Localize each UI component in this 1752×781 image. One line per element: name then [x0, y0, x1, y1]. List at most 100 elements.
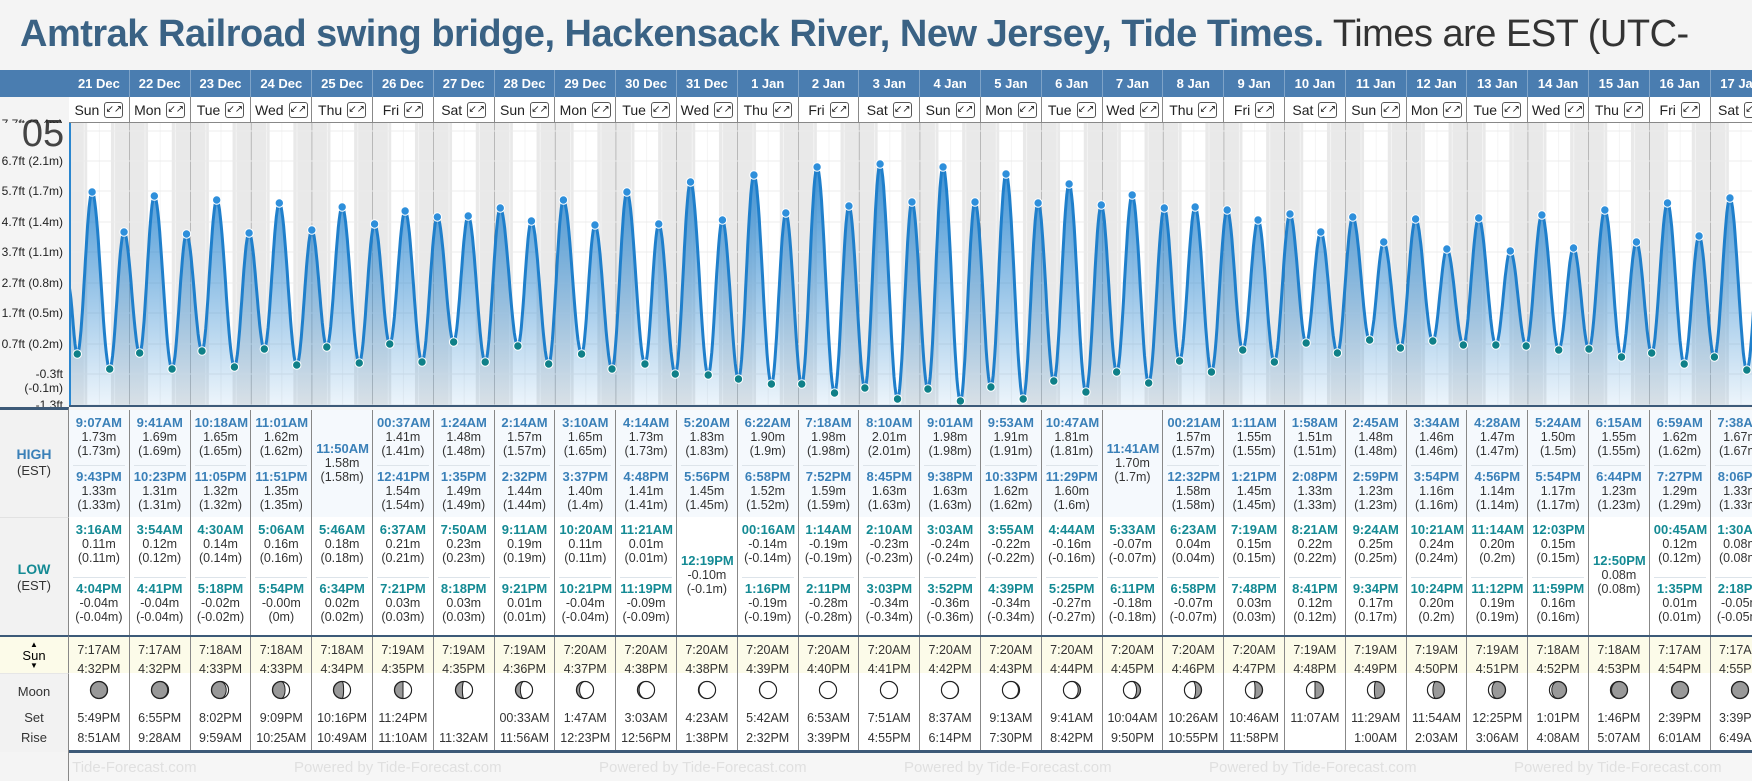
low-tide-time: 1:30AM — [1717, 522, 1752, 537]
expand-day-icon[interactable]: ↙↗ — [1502, 101, 1522, 118]
low-tide-point — [480, 357, 490, 367]
high-tide-point — [1694, 231, 1704, 241]
high-tz: (EST) — [17, 463, 51, 478]
low-tide-point — [733, 374, 744, 384]
high-tide-height-alt: (1.65m) — [563, 444, 607, 458]
low-tide-height-alt: (0.22m) — [1293, 551, 1337, 565]
expand-day-icon[interactable]: ↙↗ — [166, 101, 186, 118]
moon-phase-icon — [515, 680, 534, 700]
expand-day-icon[interactable]: ↙↗ — [955, 101, 975, 118]
expand-day-icon[interactable]: ↙↗ — [288, 101, 308, 118]
high-tide-height: 1.52m — [750, 483, 786, 498]
high-tide-height-alt: (1.45m) — [685, 497, 729, 512]
moon-phase-icon — [576, 680, 595, 700]
low-tide-event: 3:55AM -0.22m (-0.22m) — [985, 523, 1037, 566]
low-tide-height: -0.10m — [687, 568, 727, 582]
low-tide-height-alt: (0.17m) — [1354, 610, 1398, 624]
high-tide-event: 3:37PM 1.40m (1.4m) — [559, 464, 612, 512]
moon-cell: 8:37AM 6:14PM — [920, 673, 981, 750]
sun-cell: 7:20AM 4:40PM — [798, 637, 860, 676]
high-tide-time: 8:45PM — [866, 468, 913, 484]
sunset-time: 4:54PM — [1658, 662, 1702, 676]
low-tide-time: 4:39PM — [988, 581, 1034, 596]
low-tide-point — [1679, 359, 1689, 369]
high-tide-height-alt: (1.63m) — [928, 497, 972, 512]
expand-day-icon[interactable]: ↙↗ — [714, 101, 734, 118]
sunrise-icon: ▲ — [30, 640, 38, 649]
high-tide-height: 1.51m — [1297, 430, 1333, 444]
high-tide-event: 2:45AM 1.48m (1.48m) — [1350, 415, 1402, 459]
moonset-time: 9:13AM — [989, 711, 1033, 725]
expand-day-icon[interactable]: ↙↗ — [591, 101, 611, 118]
high-tide-time: 2:45AM — [1352, 415, 1399, 430]
high-tide-time: 11:01AM — [255, 415, 309, 430]
high-tide-time: 12:41PM — [377, 468, 430, 484]
high-tide-event: 3:54PM 1.16m (1.16m) — [1410, 464, 1463, 512]
expand-day-icon[interactable]: ↙↗ — [1744, 101, 1752, 118]
high-tide-point — [181, 229, 192, 239]
expand-day-icon[interactable]: ↙↗ — [347, 101, 367, 118]
expand-day-icon[interactable]: ↙↗ — [1318, 101, 1338, 118]
expand-day-icon[interactable]: ↙↗ — [1017, 101, 1037, 118]
low-tide-height-alt: (0m) — [268, 610, 295, 624]
high-tide-point — [400, 206, 410, 216]
expand-day-icon[interactable]: ↙↗ — [1255, 101, 1275, 118]
expand-day-icon[interactable]: ↙↗ — [892, 101, 912, 118]
moon-cell: 11:07AM — [1285, 673, 1346, 750]
expand-day-icon[interactable]: ↙↗ — [1076, 101, 1096, 118]
expand-day-icon[interactable]: ↙↗ — [467, 101, 487, 118]
low-tide-point — [986, 382, 996, 392]
day-headers: 21 Dec Sun ↙↗ 22 Dec Mon ↙↗ 23 Dec Tue ↙↗ 24 Dec W… — [69, 70, 1752, 781]
low-tide-cell: 3:55AM -0.22m (-0.22m) 4:39PM -0.34m (-0.34m) — [981, 517, 1042, 635]
high-tide-point — [590, 220, 600, 230]
expand-day-icon[interactable]: ↙↗ — [1680, 101, 1700, 118]
low-tide-height-alt: (0.08m) — [1718, 551, 1752, 565]
high-tide-cell: 1:58AM 1.51m (1.51m) 2:08PM 1.33m (1.33m) — [1285, 410, 1346, 517]
day-header-date: 28 Dec — [494, 70, 556, 97]
expand-day-icon[interactable]: ↙↗ — [1623, 101, 1643, 118]
tide-chart — [69, 123, 1752, 407]
expand-day-icon[interactable]: ↙↗ — [225, 101, 245, 118]
weekday-label: Tue — [622, 101, 646, 118]
low-tide-time: 10:21PM — [559, 581, 613, 596]
moon-cell: 9:13AM 7:30PM — [981, 673, 1042, 750]
moon-phase-icon — [1670, 680, 1689, 700]
moon-cell: 7:51AM 4:55PM — [859, 673, 921, 750]
day-header-weekday: Tue ↙↗ — [616, 97, 677, 123]
low-label: LOW (EST) — [0, 517, 69, 635]
moonrise-time: 3:39PM — [806, 731, 851, 745]
expand-day-icon[interactable]: ↙↗ — [404, 101, 424, 118]
day-header-weekday: Wed ↙↗ — [677, 97, 738, 123]
expand-day-icon[interactable]: ↙↗ — [772, 101, 792, 118]
expand-day-icon[interactable]: ↙↗ — [1139, 101, 1159, 118]
high-tide-point — [463, 211, 473, 221]
moonrise-time: 10:55PM — [1168, 731, 1219, 745]
high-tide-time: 2:08PM — [1292, 468, 1338, 484]
low-tide-height: 0.03m — [446, 596, 482, 610]
day-header-weekday: Sun ↙↗ — [494, 97, 556, 123]
expand-day-icon[interactable]: ↙↗ — [1381, 101, 1401, 118]
moon-phase-icon — [454, 680, 473, 700]
moon-cell: 5:42AM 2:32PM — [738, 673, 799, 750]
footer-corner — [0, 752, 69, 781]
day-header-date: 7 Jan — [1102, 70, 1164, 97]
high-tide-height: 1.45m — [689, 483, 725, 498]
expand-day-icon[interactable]: ↙↗ — [650, 101, 670, 118]
expand-day-icon[interactable]: ↙↗ — [1198, 101, 1218, 118]
expand-day-icon[interactable]: ↙↗ — [829, 101, 849, 118]
high-tide-height-alt: (1.23m) — [1354, 497, 1398, 512]
expand-day-icon[interactable]: ↙↗ — [529, 101, 549, 118]
expand-day-icon[interactable]: ↙↗ — [1565, 101, 1585, 118]
high-tide-height-alt: (1.63m) — [867, 497, 911, 512]
high-tide-height-alt: (1.14m) — [1475, 497, 1519, 512]
low-tide-event: 6:58PM -0.07m (-0.07m) — [1167, 577, 1220, 624]
high-tide-event: 4:28AM 1.47m (1.47m) — [1471, 416, 1523, 459]
low-tide-event: 7:48PM 0.03m (0.03m) — [1228, 577, 1280, 624]
expand-day-icon[interactable]: ↙↗ — [1443, 101, 1463, 118]
high-tide-point — [558, 195, 569, 205]
weekday-label: Wed — [255, 101, 284, 118]
expand-day-icon[interactable]: ↙↗ — [104, 101, 124, 118]
weekday-label: Sat — [1292, 101, 1314, 118]
moon-phase-icon — [211, 680, 230, 700]
moon-cell: 1:01PM 4:08AM — [1528, 673, 1589, 750]
